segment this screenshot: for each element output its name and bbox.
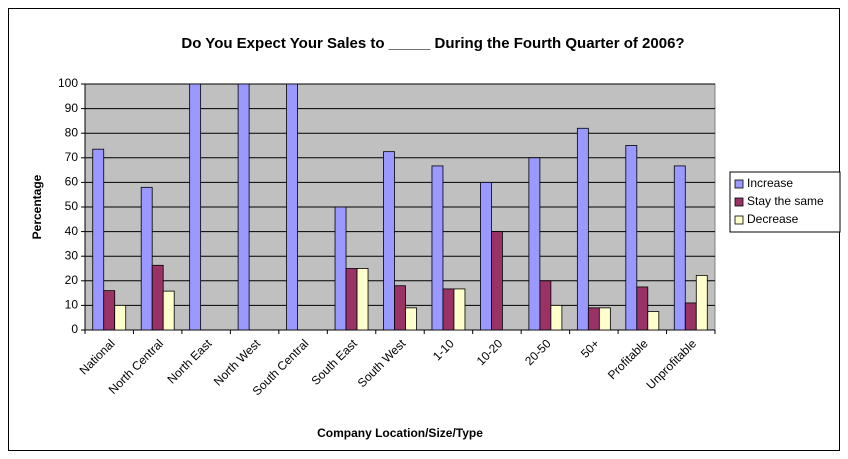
- legend-label: Decrease: [747, 212, 799, 226]
- y-tick-label: 50: [65, 199, 79, 213]
- bar: [189, 83, 202, 331]
- y-tick-label: 0: [71, 322, 78, 336]
- bar: [114, 304, 127, 331]
- bar: [431, 165, 444, 331]
- bar: [442, 288, 455, 331]
- bar: [394, 285, 406, 331]
- bar: [587, 307, 600, 331]
- bar: [480, 181, 492, 331]
- legend-swatch: [734, 179, 744, 189]
- legend-label: Increase: [747, 176, 793, 190]
- bar: [550, 304, 563, 331]
- bar: [140, 186, 153, 331]
- bar: [405, 307, 417, 331]
- bar: [383, 151, 395, 331]
- bar: [539, 280, 552, 331]
- bar: [237, 83, 250, 331]
- bar: [576, 127, 589, 331]
- y-tick-label: 70: [65, 150, 79, 164]
- y-tick-label: 90: [65, 101, 79, 115]
- bar: [647, 311, 660, 331]
- bar: [491, 231, 503, 331]
- bar: [598, 307, 611, 331]
- bar: [453, 288, 466, 331]
- legend-box: [729, 171, 841, 233]
- y-tick-label: 60: [65, 175, 79, 189]
- bar: [103, 290, 116, 331]
- y-tick-label: 20: [65, 273, 79, 287]
- legend-swatch: [734, 215, 744, 225]
- bar: [162, 290, 175, 331]
- y-tick-label: 80: [65, 125, 79, 139]
- bar: [151, 264, 164, 331]
- bar: [345, 268, 358, 331]
- y-tick-label: 100: [58, 76, 78, 90]
- chart-title: Do You Expect Your Sales to _____ During…: [181, 35, 684, 52]
- bar: [356, 268, 369, 331]
- bar: [92, 148, 105, 331]
- legend-swatch: [734, 197, 744, 207]
- y-tick-label: 30: [65, 248, 79, 262]
- y-tick-label: 40: [65, 224, 79, 238]
- bar: [528, 157, 541, 331]
- x-axis-label: Company Location/Size/Type: [317, 426, 483, 440]
- bar: [684, 302, 697, 331]
- bar: [673, 165, 686, 331]
- bar: [286, 83, 298, 331]
- y-axis-label: Percentage: [30, 174, 44, 239]
- y-tick-label: 10: [65, 298, 79, 312]
- legend-label: Stay the same: [747, 194, 824, 208]
- bar: [625, 145, 638, 331]
- bar: [636, 286, 649, 331]
- bar: [334, 206, 347, 331]
- bar: [695, 274, 708, 331]
